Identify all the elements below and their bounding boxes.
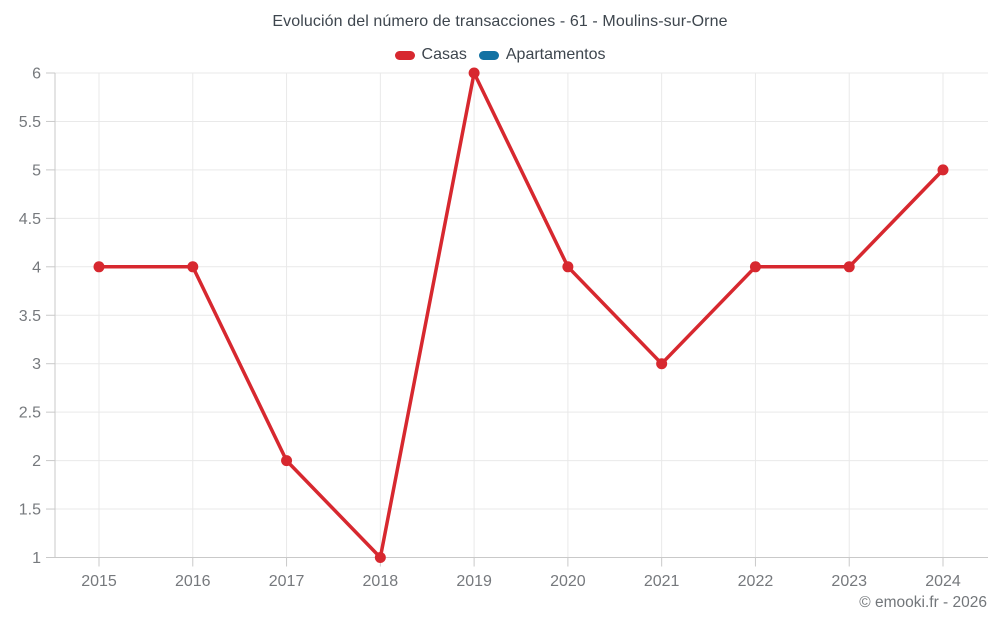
y-tick-label: 3.5: [19, 308, 41, 325]
y-tick-label: 1.5: [19, 502, 41, 519]
copyright: © emooki.fr - 2026: [859, 594, 987, 611]
data-point-casas-2022[interactable]: [749, 261, 761, 273]
series-line-casas: [97, 71, 945, 560]
x-tick-label: 2020: [550, 573, 586, 590]
x-tick-label: 2024: [925, 573, 961, 590]
data-point-casas-2024[interactable]: [937, 164, 949, 176]
y-tick-label: 6: [32, 66, 41, 83]
data-point-casas-2016[interactable]: [187, 261, 199, 273]
x-tick-label: 2018: [363, 573, 399, 590]
data-point-casas-2018[interactable]: [374, 552, 386, 563]
x-tick-label: 2021: [644, 573, 680, 590]
legend-swatch-apartamentos: [478, 50, 499, 60]
chart-title: Evolución del número de transacciones - …: [272, 13, 728, 30]
x-tick-label: 2016: [175, 573, 211, 590]
y-tick-label: 2.5: [19, 405, 41, 422]
y-tick-label: 5: [32, 162, 41, 179]
data-point-casas-2023[interactable]: [843, 261, 855, 273]
legend-item-casas[interactable]: Casas: [394, 46, 467, 64]
legend-label-apartamentos: Apartamentos: [505, 46, 606, 63]
y-tick-label: 4.5: [19, 211, 41, 228]
legend-label-casas: Casas: [421, 46, 467, 63]
data-point-casas-2021[interactable]: [656, 358, 668, 370]
data-point-casas-2020[interactable]: [562, 261, 574, 273]
x-tick-label: 2022: [738, 573, 774, 590]
data-point-casas-2015[interactable]: [93, 261, 105, 273]
x-tick-label: 2019: [456, 573, 492, 590]
y-tick-label: 4: [32, 259, 41, 276]
x-tick-label: 2023: [831, 573, 867, 590]
data-point-casas-2017[interactable]: [281, 455, 293, 467]
legend: Casas Apartamentos: [0, 46, 1000, 64]
x-tick-label: 2015: [81, 573, 117, 590]
data-point-casas-2019[interactable]: [468, 67, 480, 79]
x-tick-label: 2017: [269, 573, 305, 590]
y-tick-label: 1: [32, 550, 41, 567]
y-tick-label: 2: [32, 453, 41, 470]
y-tick-label: 5.5: [19, 114, 41, 131]
legend-swatch-casas: [394, 50, 415, 60]
y-tick-label: 3: [32, 356, 41, 373]
legend-item-apartamentos[interactable]: Apartamentos: [478, 46, 606, 64]
